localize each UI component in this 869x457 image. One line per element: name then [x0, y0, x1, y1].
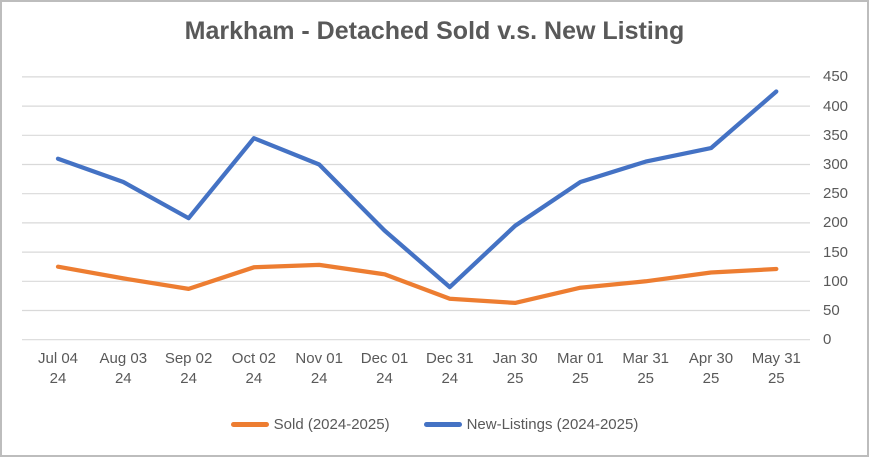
- y-axis-tick-label: 400: [823, 97, 849, 115]
- sold-line-swatch-icon: [230, 422, 269, 427]
- legend: Sold (2024-2025) New-Listings (2024-2025…: [2, 416, 867, 433]
- x-axis-tick-label: Aug 03 24: [99, 350, 148, 387]
- legend-item-new-listings: New-Listings (2024-2025): [423, 416, 639, 433]
- x-axis-tick-label: Dec 01 24: [360, 350, 409, 387]
- x-axis-tick-label: Nov 01 24: [295, 350, 343, 387]
- y-axis-tick-label: 450: [823, 68, 849, 86]
- x-axis-tick-label: Dec 31 24: [426, 350, 474, 387]
- y-axis-tick-label: 50: [823, 302, 840, 319]
- x-axis-tick-label: Apr 30 25: [688, 350, 734, 387]
- y-axis-tick-label: 300: [823, 156, 849, 173]
- legend-item-sold: Sold (2024-2025): [230, 416, 390, 433]
- y-axis-tick-label: 250: [823, 185, 849, 203]
- chart-title: Markham - Detached Sold v.s. New Listing: [184, 17, 685, 45]
- y-axis-tick-label: 200: [823, 214, 849, 232]
- series-line-0: [55, 262, 779, 306]
- x-axis-tick-label: Mar 31 25: [622, 350, 670, 387]
- series-line-1: [55, 89, 779, 290]
- x-axis-tick-label: Oct 02 24: [231, 350, 276, 387]
- x-axis-tick-label: Mar 01 25: [557, 350, 604, 387]
- y-axis-tick-label: 100: [823, 272, 849, 290]
- x-axis-tick-label: Jul 04 24: [37, 350, 79, 387]
- new-listings-line-swatch-icon: [423, 422, 462, 427]
- legend-label-sold: Sold (2024-2025): [273, 416, 390, 433]
- x-axis-tick-label: Jan 30 25: [492, 350, 538, 387]
- y-axis-tick-label: 350: [823, 126, 849, 144]
- x-axis-tick-label: Sep 02 24: [164, 350, 213, 387]
- x-axis-tick-label: May 31 25: [751, 350, 801, 387]
- legend-label-new-listings: New-Listings (2024-2025): [466, 416, 639, 433]
- y-axis-tick-label: 0: [823, 331, 832, 349]
- y-axis-tick-label: 150: [823, 243, 849, 261]
